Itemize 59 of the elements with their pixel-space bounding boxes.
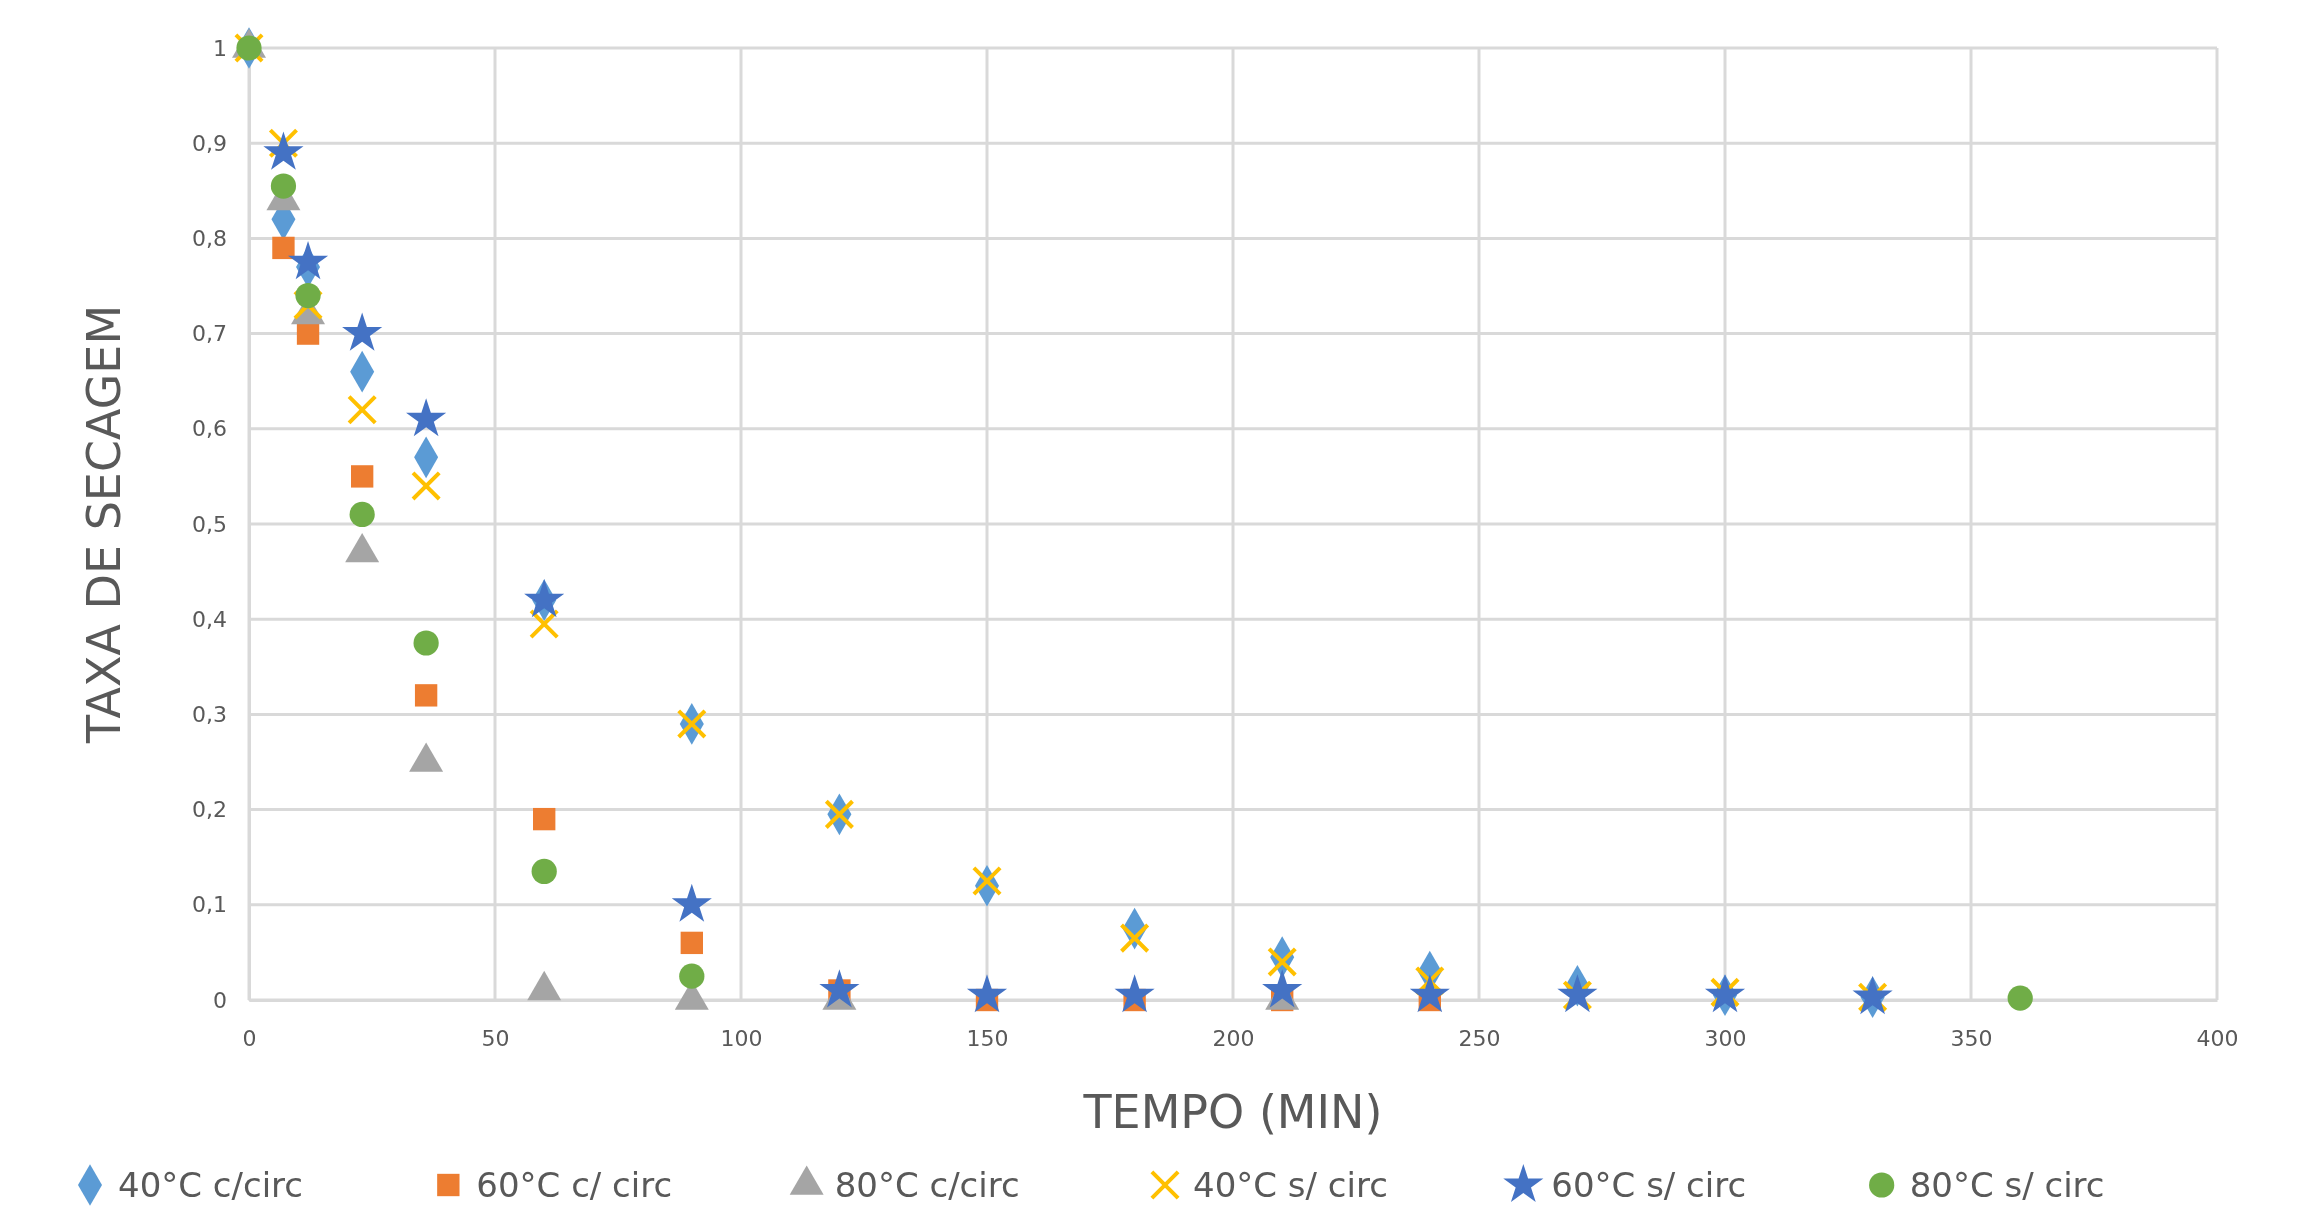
point bbox=[413, 630, 439, 656]
point bbox=[1114, 974, 1155, 1013]
y-tick-label: 0,1 bbox=[192, 892, 227, 918]
legend-label: 60°C s/ circ bbox=[1551, 1165, 1747, 1205]
x-tick-label: 400 bbox=[2196, 1025, 2239, 1051]
point bbox=[1557, 974, 1598, 1013]
point bbox=[342, 312, 383, 351]
x-tick-label: 150 bbox=[966, 1025, 1009, 1051]
point bbox=[411, 470, 442, 502]
x-tick-label: 300 bbox=[1704, 1025, 1747, 1051]
point bbox=[295, 282, 321, 309]
y-tick-label: 0,4 bbox=[192, 606, 227, 632]
y-tick-label: 0,8 bbox=[192, 225, 227, 251]
point bbox=[533, 807, 556, 831]
x-tick-label: 100 bbox=[720, 1025, 763, 1051]
y-tick-label: 0,6 bbox=[192, 416, 227, 442]
point bbox=[671, 883, 712, 922]
point bbox=[679, 963, 705, 989]
point bbox=[2007, 985, 2033, 1011]
point bbox=[1119, 923, 1150, 954]
y-tick-label: 1 bbox=[213, 35, 227, 61]
point bbox=[529, 608, 560, 640]
point bbox=[524, 579, 565, 618]
y-tick-label: 0,2 bbox=[192, 797, 227, 823]
point bbox=[531, 858, 557, 885]
point bbox=[966, 974, 1008, 1013]
point bbox=[406, 398, 447, 437]
y-tick-label: 0 bbox=[213, 987, 227, 1013]
x-axis-title: TEMPO (MIN) bbox=[1082, 1085, 1383, 1139]
x-tick-label: 0 bbox=[242, 1025, 257, 1051]
y-tick-label: 0,7 bbox=[192, 321, 227, 347]
point bbox=[1262, 969, 1303, 1008]
x-tick-label: 250 bbox=[1458, 1025, 1501, 1051]
point bbox=[1267, 946, 1298, 978]
point bbox=[347, 394, 378, 425]
y-tick-label: 0,9 bbox=[192, 130, 227, 156]
legend-label: 60°C c/ circ bbox=[476, 1165, 673, 1205]
point bbox=[971, 865, 1003, 897]
x-tick-label: 50 bbox=[481, 1025, 510, 1051]
point bbox=[824, 799, 855, 830]
x-tick-label: 350 bbox=[1950, 1025, 1993, 1051]
point bbox=[680, 931, 703, 955]
x-tick-label: 200 bbox=[1212, 1025, 1255, 1051]
point bbox=[1409, 974, 1450, 1013]
legend-label: 40°C s/ circ bbox=[1193, 1165, 1388, 1205]
legend-label: 80°C s/ circ bbox=[1909, 1165, 2105, 1205]
point bbox=[272, 236, 295, 260]
point bbox=[414, 684, 438, 707]
legend-label: 40°C c/circ bbox=[118, 1165, 304, 1205]
point bbox=[819, 969, 860, 1008]
point bbox=[350, 465, 374, 488]
point bbox=[349, 501, 375, 528]
y-tick-label: 0,5 bbox=[192, 511, 227, 537]
legend-label: 80°C c/circ bbox=[834, 1165, 1020, 1205]
point bbox=[296, 322, 320, 345]
y-axis-title: TAXA DE SECAGEM bbox=[77, 304, 131, 745]
point bbox=[287, 241, 329, 280]
point bbox=[270, 173, 297, 199]
y-tick-label: 0,3 bbox=[192, 701, 227, 727]
